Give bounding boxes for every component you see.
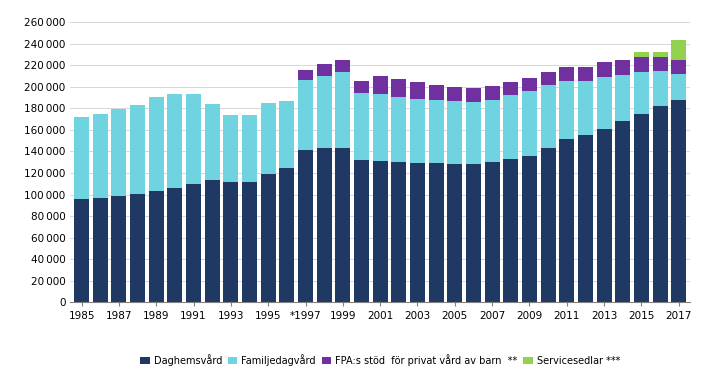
Bar — [74, 117, 89, 199]
Bar — [503, 95, 518, 159]
Bar — [447, 87, 463, 101]
Bar — [372, 94, 388, 161]
Bar — [503, 82, 518, 95]
Bar — [559, 67, 574, 81]
Bar — [74, 199, 89, 302]
Bar — [559, 81, 574, 139]
Bar — [391, 79, 406, 96]
Bar — [466, 88, 481, 102]
Bar — [205, 180, 220, 302]
Bar — [410, 82, 425, 99]
Bar — [466, 102, 481, 164]
Bar — [653, 57, 667, 71]
Bar — [298, 70, 313, 81]
Bar — [111, 110, 127, 196]
Bar — [372, 161, 388, 302]
Bar — [634, 114, 649, 302]
Bar — [260, 174, 276, 302]
Bar — [205, 104, 220, 180]
Bar — [298, 81, 313, 150]
Bar — [111, 196, 127, 302]
Bar — [335, 60, 351, 72]
Bar — [130, 105, 145, 194]
Bar — [653, 71, 667, 106]
Bar — [484, 100, 500, 162]
Bar — [223, 182, 239, 302]
Bar — [429, 100, 444, 163]
Bar — [541, 85, 555, 148]
Bar — [615, 75, 630, 121]
Bar — [279, 168, 294, 302]
Bar — [634, 57, 649, 72]
Bar — [93, 114, 108, 198]
Bar — [354, 93, 369, 160]
Bar — [596, 129, 612, 302]
Bar — [429, 163, 444, 302]
Bar — [522, 91, 537, 156]
Bar — [447, 164, 463, 302]
Bar — [634, 52, 649, 57]
Bar — [391, 162, 406, 302]
Bar — [503, 159, 518, 302]
Bar — [93, 198, 108, 302]
Bar — [149, 96, 164, 191]
Bar — [242, 182, 257, 302]
Bar — [317, 64, 332, 76]
Bar — [653, 52, 667, 57]
Bar — [168, 94, 182, 188]
Bar — [260, 103, 276, 174]
Bar — [671, 60, 686, 74]
Bar — [335, 148, 351, 302]
Bar — [671, 100, 686, 302]
Bar — [671, 40, 686, 60]
Bar — [410, 99, 425, 163]
Bar — [522, 78, 537, 91]
Bar — [634, 72, 649, 114]
Bar — [335, 72, 351, 148]
Bar — [541, 72, 555, 85]
Bar — [541, 148, 555, 302]
Bar — [522, 156, 537, 302]
Bar — [596, 62, 612, 77]
Bar — [168, 188, 182, 302]
Bar — [242, 115, 257, 182]
Bar — [372, 76, 388, 94]
Bar — [149, 191, 164, 302]
Bar — [298, 150, 313, 302]
Bar — [130, 194, 145, 302]
Bar — [186, 184, 201, 302]
Bar — [653, 106, 667, 302]
Bar — [484, 162, 500, 302]
Bar — [615, 60, 630, 75]
Bar — [578, 135, 593, 302]
Bar — [559, 139, 574, 302]
Bar — [410, 163, 425, 302]
Bar — [578, 67, 593, 81]
Bar — [671, 74, 686, 100]
Bar — [317, 76, 332, 148]
Legend: Daghemsvård, Familjedagvård, FPA:s stöd  för privat vård av barn  **, Servicesed: Daghemsvård, Familjedagvård, FPA:s stöd … — [140, 354, 620, 366]
Bar — [447, 101, 463, 164]
Bar — [279, 101, 294, 168]
Bar — [429, 85, 444, 100]
Bar — [354, 160, 369, 302]
Bar — [223, 115, 239, 182]
Bar — [484, 86, 500, 100]
Bar — [615, 121, 630, 302]
Bar — [466, 164, 481, 302]
Bar — [578, 81, 593, 135]
Bar — [186, 94, 201, 184]
Bar — [354, 81, 369, 93]
Bar — [317, 148, 332, 302]
Bar — [596, 77, 612, 129]
Bar — [391, 96, 406, 162]
